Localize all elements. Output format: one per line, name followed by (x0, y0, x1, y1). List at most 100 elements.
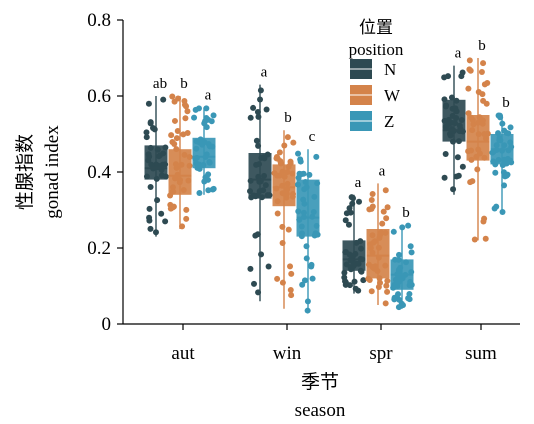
data-point (492, 169, 499, 176)
data-point (442, 151, 449, 158)
data-point (145, 100, 152, 107)
legend-title-chinese: 位置 (359, 18, 393, 37)
data-point (407, 243, 414, 250)
box (248, 153, 272, 199)
data-point (203, 105, 210, 112)
data-point (183, 103, 190, 110)
box (342, 240, 366, 271)
data-point (342, 217, 349, 224)
significance-label: b (478, 38, 486, 54)
data-point (467, 67, 474, 74)
data-point (277, 158, 284, 165)
data-point (208, 118, 215, 125)
data-point (349, 195, 356, 202)
y-tick-label: 0 (102, 314, 112, 335)
box (466, 115, 490, 161)
significance-label: c (309, 129, 316, 145)
data-point (390, 228, 397, 235)
data-point (369, 190, 376, 197)
data-point (450, 186, 457, 193)
data-point (247, 265, 254, 272)
data-point (382, 187, 389, 194)
y-axis-title-chinese: 性腺指数 (14, 134, 36, 210)
data-point (251, 280, 258, 287)
significance-label: a (379, 163, 386, 179)
data-point (183, 206, 190, 213)
data-point (170, 203, 177, 210)
data-point (205, 187, 212, 194)
data-point (258, 251, 265, 258)
data-point (295, 150, 302, 157)
data-point (247, 114, 254, 121)
box (192, 137, 216, 169)
data-point (341, 269, 348, 276)
data-point (253, 137, 260, 144)
data-point (146, 214, 153, 221)
legend-title-english: position (349, 40, 404, 59)
data-point (146, 205, 153, 212)
data-point (346, 282, 353, 289)
data-point (483, 100, 490, 107)
data-point (276, 149, 283, 156)
x-tick-label: sum (465, 343, 497, 364)
data-point (257, 87, 264, 94)
data-point (169, 93, 176, 100)
data-point (301, 277, 308, 284)
box (144, 145, 168, 180)
significance-label: b (180, 76, 188, 92)
data-point (471, 236, 478, 243)
data-point (285, 226, 292, 233)
data-point (379, 220, 386, 227)
data-point (196, 189, 203, 196)
data-point (309, 275, 316, 282)
data-point (154, 197, 161, 204)
data-point (466, 57, 473, 64)
data-point (383, 282, 390, 289)
data-point (441, 174, 448, 181)
legend-label: Z (384, 112, 394, 131)
data-point (182, 115, 189, 122)
legend: 位置 position NWZ (349, 18, 404, 131)
data-point (399, 302, 406, 309)
significance-label: ab (153, 76, 167, 92)
data-point (147, 225, 154, 232)
data-point (406, 290, 413, 297)
data-point (482, 235, 489, 242)
data-point (459, 163, 466, 170)
data-point (192, 106, 199, 113)
data-point (295, 174, 302, 181)
data-point (368, 288, 375, 295)
data-point (287, 263, 294, 270)
data-point (366, 206, 373, 213)
significance-label: b (502, 95, 510, 111)
data-point (203, 124, 210, 131)
data-point (184, 108, 191, 115)
data-point (303, 255, 310, 262)
box (366, 229, 390, 279)
data-point (168, 132, 175, 139)
data-point (210, 185, 217, 192)
significance-label: a (355, 175, 362, 191)
data-point (453, 173, 460, 180)
data-point (174, 128, 181, 135)
data-point (210, 112, 217, 119)
data-point (480, 60, 487, 67)
data-point (173, 135, 180, 142)
data-point (284, 134, 291, 141)
y-tick-label: 0.2 (87, 238, 111, 259)
data-point (180, 131, 187, 138)
significance-label: b (402, 205, 410, 221)
data-point (383, 215, 390, 222)
data-point (158, 210, 165, 217)
data-point (181, 97, 188, 104)
data-point (183, 215, 190, 222)
data-point (391, 296, 398, 303)
significance-label: b (284, 110, 292, 126)
data-point (250, 104, 257, 111)
box (168, 149, 192, 195)
legend-label: N (384, 60, 396, 79)
x-axis-title-chinese: 季节 (301, 371, 339, 393)
data-point (306, 171, 313, 178)
data-point (171, 117, 178, 124)
